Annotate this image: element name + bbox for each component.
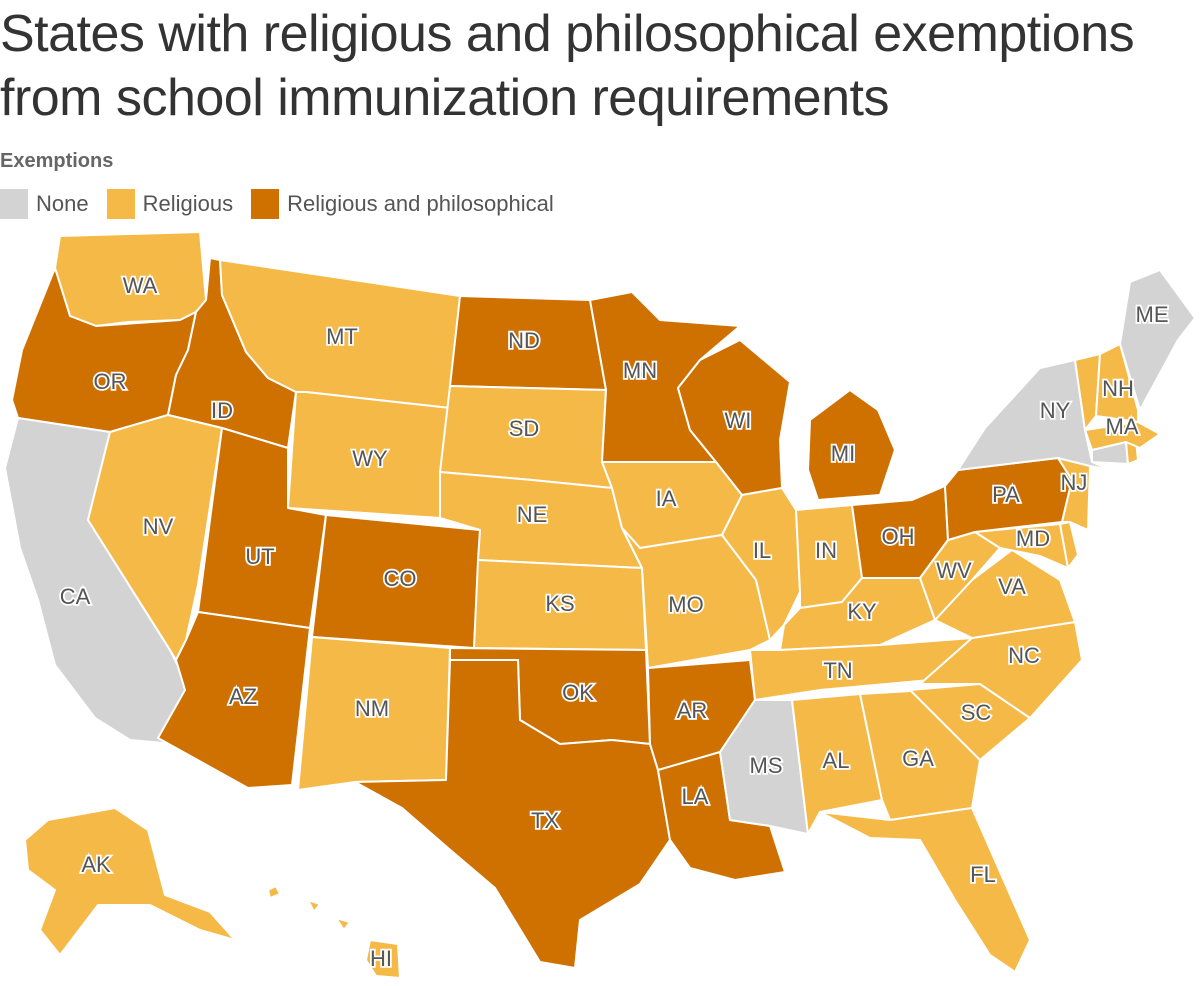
state-wy bbox=[287, 391, 451, 519]
state-label-in: IN bbox=[815, 538, 837, 563]
state-label-tx: TX bbox=[531, 808, 559, 833]
state-labels: WA OR CA ID NV MT WY UT AZ CO NM ND SD NE KS OK TX MN IA MO… bbox=[58, 271, 1170, 973]
legend-label-religious: Religious bbox=[142, 191, 234, 216]
state-label-tn: TN bbox=[823, 658, 852, 683]
state-hi bbox=[267, 885, 401, 979]
state-label-me: ME bbox=[1136, 302, 1169, 327]
legend-item-none: None bbox=[0, 189, 89, 219]
state-label-mo: MO bbox=[668, 592, 703, 617]
state-label-or: OR bbox=[94, 369, 127, 394]
legend-label-none: None bbox=[36, 191, 89, 216]
state-label-il: IL bbox=[753, 538, 771, 563]
state-label-fl: FL bbox=[970, 862, 996, 887]
state-label-ga: GA bbox=[902, 746, 934, 771]
state-label-ma: MA bbox=[1106, 414, 1139, 439]
state-label-ne: NE bbox=[517, 502, 548, 527]
legend-swatch-religious bbox=[106, 189, 135, 219]
state-label-va: VA bbox=[998, 574, 1026, 599]
state-wi bbox=[677, 339, 791, 496]
state-label-ca: CA bbox=[60, 584, 91, 609]
state-label-nd: ND bbox=[508, 328, 540, 353]
state-label-ut: UT bbox=[245, 544, 274, 569]
state-label-ky: KY bbox=[847, 599, 877, 624]
state-label-pa: PA bbox=[992, 482, 1020, 507]
state-label-wa: WA bbox=[123, 273, 158, 298]
legend-item-religious-and-philosophical: Religious and philosophical bbox=[251, 189, 554, 219]
state-label-wi: WI bbox=[725, 408, 752, 433]
state-az bbox=[157, 611, 311, 789]
state-label-ia: IA bbox=[656, 486, 677, 511]
state-label-ak: AK bbox=[81, 852, 111, 877]
state-ny bbox=[957, 359, 1111, 471]
state-label-sd: SD bbox=[509, 416, 540, 441]
state-label-id: ID bbox=[211, 398, 233, 423]
state-label-ks: KS bbox=[545, 591, 574, 616]
state-fl bbox=[819, 807, 1031, 973]
state-label-wv: WV bbox=[936, 558, 972, 583]
legend-item-religious: Religious bbox=[106, 189, 234, 219]
state-label-nm: NM bbox=[355, 696, 389, 721]
state-ak bbox=[24, 807, 236, 956]
state-label-oh: OH bbox=[882, 524, 915, 549]
legend-swatch-none bbox=[0, 189, 28, 219]
legend: None Religious Religious and philosophic… bbox=[0, 188, 554, 220]
state-label-nj: NJ bbox=[1061, 470, 1088, 495]
legend-swatch-religious-and-philosophical bbox=[251, 189, 280, 219]
state-al bbox=[791, 693, 883, 835]
state-label-ar: AR bbox=[677, 698, 708, 723]
state-label-ms: MS bbox=[750, 753, 783, 778]
map-title: States with religious and philosophical … bbox=[0, 5, 1135, 127]
legend-heading: Exemptions bbox=[0, 150, 114, 172]
state-label-md: MD bbox=[1016, 526, 1050, 551]
state-shapes bbox=[4, 231, 1196, 979]
state-me bbox=[1119, 269, 1196, 411]
state-mi bbox=[807, 389, 896, 501]
state-md bbox=[974, 523, 1069, 569]
state-label-nc: NC bbox=[1008, 643, 1040, 668]
state-label-al: AL bbox=[823, 748, 850, 773]
state-label-ok: OK bbox=[562, 680, 594, 705]
state-label-nv: NV bbox=[143, 514, 174, 539]
state-label-sc: SC bbox=[961, 700, 992, 725]
state-label-wy: WY bbox=[352, 446, 388, 471]
legend-label-religious-and-philosophical: Religious and philosophical bbox=[287, 191, 554, 216]
us-map: WA OR CA ID NV MT WY UT AZ CO NM ND SD NE KS OK TX MN IA MO… bbox=[4, 231, 1196, 979]
state-label-mi: MI bbox=[831, 441, 855, 466]
state-label-hi: HI bbox=[370, 946, 392, 971]
state-label-az: AZ bbox=[229, 684, 257, 709]
state-label-nh: NH bbox=[1102, 376, 1134, 401]
state-label-co: CO bbox=[384, 566, 417, 591]
state-label-mt: MT bbox=[326, 324, 358, 349]
state-label-mn: MN bbox=[623, 358, 657, 383]
state-label-la: LA bbox=[682, 784, 709, 809]
state-label-ny: NY bbox=[1040, 398, 1071, 423]
state-nh bbox=[1095, 343, 1139, 423]
